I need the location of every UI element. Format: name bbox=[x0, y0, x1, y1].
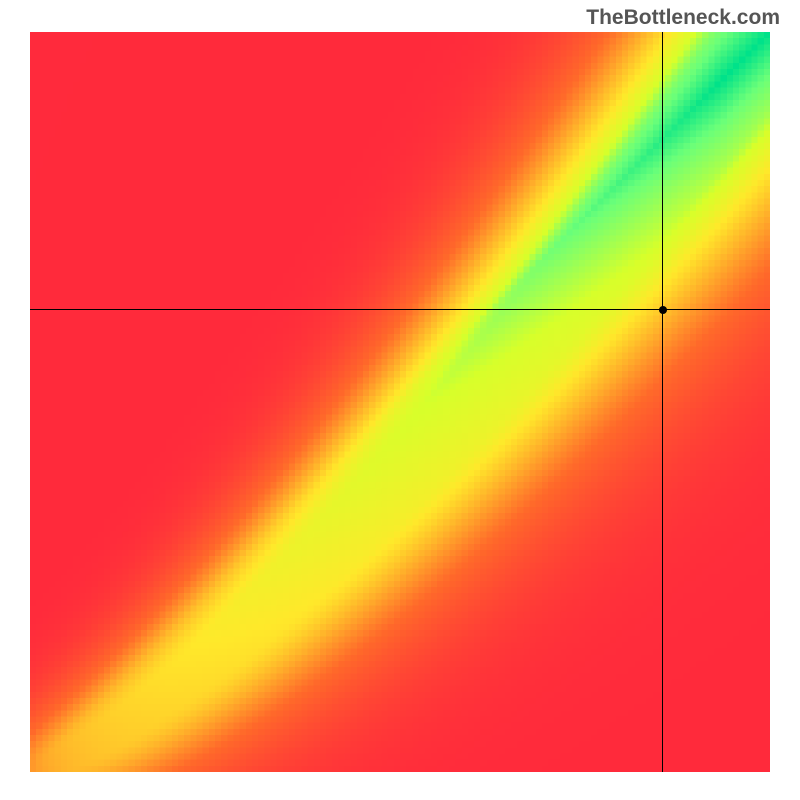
crosshair-marker-dot bbox=[659, 306, 667, 314]
heatmap-canvas bbox=[30, 32, 770, 772]
crosshair-vertical bbox=[662, 32, 663, 772]
heatmap-plot bbox=[30, 32, 770, 772]
watermark: TheBottleneck.com bbox=[586, 6, 780, 30]
